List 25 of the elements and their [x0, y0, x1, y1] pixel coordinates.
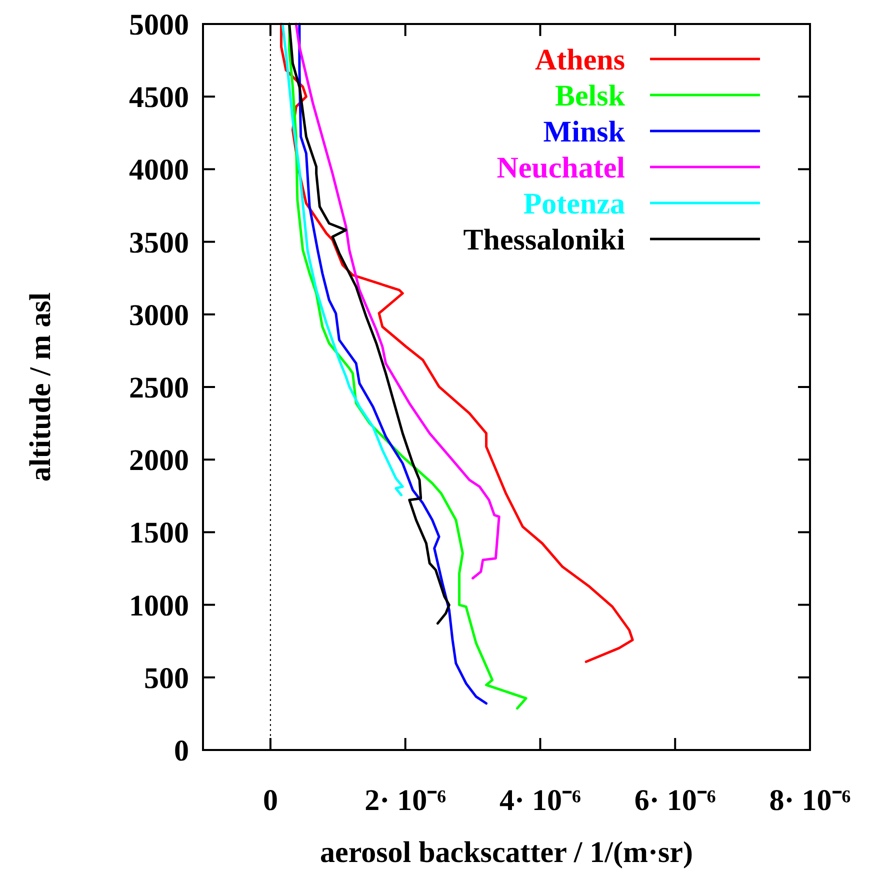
y-tick-label: 1500 [129, 516, 189, 550]
legend-label: Thessaloniki [463, 224, 625, 256]
line-series [281, 22, 404, 496]
y-tick-label: 4500 [129, 81, 189, 114]
y-axis-title: altitude / m asl [24, 292, 57, 482]
x-tick-label: 2· 10⁻⁶ [364, 784, 446, 817]
y-tick-label: 2000 [129, 444, 189, 478]
x-tick-label: 6· 10⁻⁶ [634, 784, 716, 817]
y-tick-label: 2500 [129, 372, 189, 404]
y-tick-label: 4000 [129, 154, 189, 187]
y-tick-label: 3500 [129, 226, 189, 260]
y-tick-label: 5000 [129, 8, 189, 42]
legend-label: Potenza [523, 188, 625, 220]
y-tick-label: 0 [174, 734, 189, 768]
legend-label: Belsk [554, 80, 626, 112]
x-tick-label: 8· 10⁻⁶ [769, 784, 851, 817]
legend-label: Minsk [543, 116, 626, 148]
y-tick-label: 500 [144, 662, 189, 695]
legend-label: Athens [534, 44, 625, 76]
x-axis-title: aerosol backscatter / 1/(m·sr) [320, 836, 693, 869]
x-tick-label: 4· 10⁻⁶ [499, 784, 581, 817]
x-tick-label: 0 [262, 784, 278, 817]
y-tick-label: 3000 [129, 298, 189, 332]
legend-label: Neuchatel [496, 152, 625, 184]
y-tick-label: 1000 [129, 589, 189, 622]
